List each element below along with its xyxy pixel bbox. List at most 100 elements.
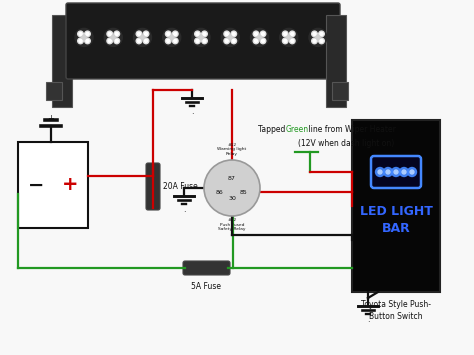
- Circle shape: [284, 39, 287, 42]
- Text: line from Wiper Heater: line from Wiper Heater: [306, 126, 396, 135]
- Circle shape: [291, 32, 294, 36]
- Circle shape: [262, 39, 264, 42]
- Circle shape: [143, 31, 149, 37]
- Circle shape: [290, 31, 295, 37]
- Circle shape: [410, 170, 414, 174]
- FancyBboxPatch shape: [183, 261, 230, 275]
- Circle shape: [280, 28, 298, 47]
- Circle shape: [394, 170, 398, 174]
- Circle shape: [108, 32, 111, 36]
- Circle shape: [104, 28, 122, 47]
- Text: #12
Warning light
Relay: #12 Warning light Relay: [218, 143, 246, 156]
- Circle shape: [169, 35, 174, 40]
- Circle shape: [228, 35, 233, 40]
- Circle shape: [313, 39, 316, 42]
- Circle shape: [173, 31, 178, 37]
- Circle shape: [78, 31, 83, 37]
- Text: Green: Green: [286, 126, 309, 135]
- Circle shape: [312, 31, 317, 37]
- Circle shape: [250, 28, 268, 47]
- Text: ·: ·: [182, 208, 185, 217]
- FancyBboxPatch shape: [52, 15, 72, 107]
- Circle shape: [196, 39, 199, 42]
- FancyBboxPatch shape: [332, 82, 348, 100]
- Circle shape: [165, 38, 171, 44]
- FancyBboxPatch shape: [326, 15, 346, 107]
- Circle shape: [262, 32, 264, 36]
- Circle shape: [86, 39, 89, 42]
- Circle shape: [108, 39, 111, 42]
- Circle shape: [400, 168, 409, 176]
- Circle shape: [202, 38, 207, 44]
- Circle shape: [402, 170, 406, 174]
- Circle shape: [114, 38, 119, 44]
- Circle shape: [255, 32, 257, 36]
- Circle shape: [232, 39, 235, 42]
- Text: Toyota Style Push-
Button Switch: Toyota Style Push- Button Switch: [361, 300, 431, 321]
- Circle shape: [319, 31, 324, 37]
- Text: +: +: [47, 114, 55, 123]
- Circle shape: [85, 38, 91, 44]
- Circle shape: [199, 35, 203, 40]
- Circle shape: [316, 35, 320, 40]
- Circle shape: [392, 168, 401, 176]
- Circle shape: [137, 32, 140, 36]
- Circle shape: [231, 31, 237, 37]
- Circle shape: [115, 32, 118, 36]
- Circle shape: [309, 28, 327, 47]
- Circle shape: [167, 39, 170, 42]
- Text: +: +: [62, 175, 78, 195]
- Text: (12V when dash light on): (12V when dash light on): [298, 138, 394, 147]
- Circle shape: [195, 31, 201, 37]
- Circle shape: [253, 38, 259, 44]
- Text: 86: 86: [216, 190, 224, 195]
- Circle shape: [253, 31, 259, 37]
- Circle shape: [107, 31, 112, 37]
- Circle shape: [224, 31, 229, 37]
- Circle shape: [255, 39, 257, 42]
- Circle shape: [163, 28, 181, 47]
- Circle shape: [145, 39, 147, 42]
- Circle shape: [225, 39, 228, 42]
- Text: 5A Fuse: 5A Fuse: [191, 282, 221, 291]
- Circle shape: [291, 39, 294, 42]
- Circle shape: [167, 32, 170, 36]
- Circle shape: [174, 39, 177, 42]
- Text: #12
Push Fused
Safety Relay: #12 Push Fused Safety Relay: [218, 218, 246, 231]
- Circle shape: [174, 32, 177, 36]
- Circle shape: [286, 35, 291, 40]
- Text: 87: 87: [228, 176, 236, 181]
- Circle shape: [260, 38, 266, 44]
- Circle shape: [136, 31, 142, 37]
- Circle shape: [383, 168, 392, 176]
- Circle shape: [319, 38, 324, 44]
- Text: 85: 85: [240, 190, 248, 195]
- Circle shape: [320, 32, 323, 36]
- FancyBboxPatch shape: [352, 120, 440, 292]
- Circle shape: [378, 170, 382, 174]
- Circle shape: [231, 38, 237, 44]
- Circle shape: [225, 32, 228, 36]
- Circle shape: [136, 38, 142, 44]
- Circle shape: [290, 38, 295, 44]
- FancyBboxPatch shape: [46, 82, 62, 100]
- Circle shape: [111, 35, 116, 40]
- Circle shape: [312, 38, 317, 44]
- Circle shape: [107, 38, 112, 44]
- Circle shape: [224, 38, 229, 44]
- Text: Tapped: Tapped: [258, 126, 288, 135]
- Circle shape: [284, 32, 287, 36]
- Circle shape: [140, 35, 145, 40]
- Circle shape: [375, 168, 384, 176]
- Circle shape: [82, 35, 86, 40]
- FancyBboxPatch shape: [146, 163, 160, 210]
- Circle shape: [221, 28, 239, 47]
- Circle shape: [283, 38, 288, 44]
- Circle shape: [320, 39, 323, 42]
- Circle shape: [313, 32, 316, 36]
- Text: 20A Fuse: 20A Fuse: [163, 182, 198, 191]
- Circle shape: [408, 168, 417, 176]
- Circle shape: [192, 28, 210, 47]
- FancyBboxPatch shape: [18, 142, 88, 228]
- Circle shape: [204, 160, 260, 216]
